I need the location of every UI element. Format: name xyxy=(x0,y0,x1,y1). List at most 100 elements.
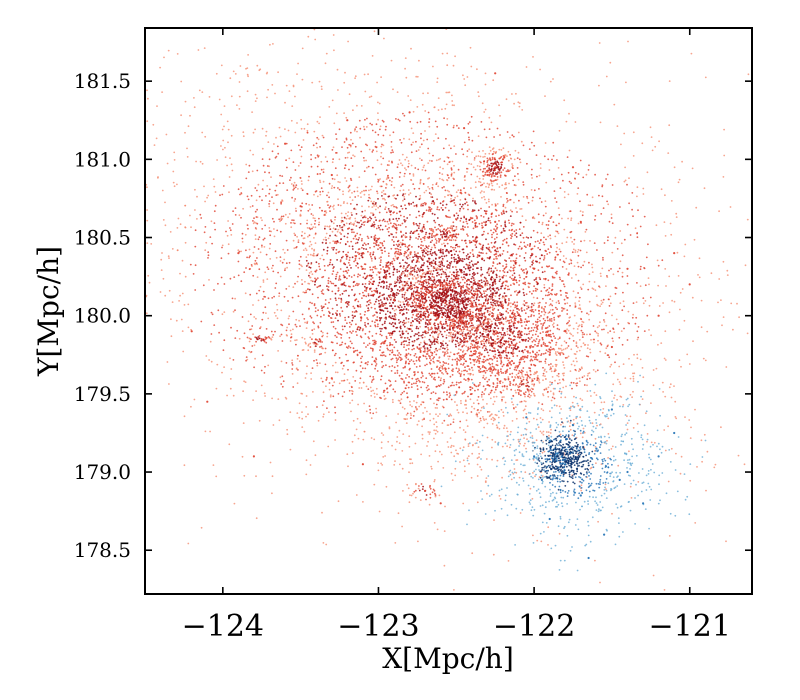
particle-red xyxy=(445,336,448,339)
particle-red xyxy=(415,271,418,274)
particle-red xyxy=(485,345,487,348)
particle-red xyxy=(396,359,398,361)
particle-red xyxy=(463,323,465,326)
particle-red xyxy=(600,299,603,302)
particle-red xyxy=(438,273,440,276)
particle-red xyxy=(281,199,283,202)
particle-red xyxy=(397,279,399,282)
particle-red xyxy=(385,266,387,268)
particle-red xyxy=(433,338,436,341)
particle-red xyxy=(479,181,482,184)
particle-red xyxy=(507,377,510,380)
particle-red xyxy=(375,227,378,230)
particle-red xyxy=(471,344,474,346)
particle-red xyxy=(363,342,365,344)
particle-red xyxy=(515,257,518,260)
particle-red xyxy=(453,145,456,148)
particle-red xyxy=(544,375,546,377)
particle-red xyxy=(662,391,664,393)
particle-red xyxy=(576,261,579,264)
particle-red xyxy=(321,289,324,291)
particle-red xyxy=(437,249,440,252)
particle-red xyxy=(452,294,455,296)
particle-red xyxy=(401,296,404,298)
particle-red xyxy=(540,311,543,313)
particle-red xyxy=(396,247,398,250)
particle-red xyxy=(510,237,512,240)
particle-red xyxy=(436,290,439,292)
particle-red xyxy=(472,277,475,279)
particle-red xyxy=(398,429,401,432)
particle-red xyxy=(327,191,330,194)
particle-red xyxy=(512,350,514,352)
particle-red xyxy=(462,299,464,302)
particle-red xyxy=(405,256,408,258)
particle-red xyxy=(593,281,596,283)
particle-red xyxy=(490,229,492,232)
particle-red xyxy=(377,284,380,287)
particle-red xyxy=(377,238,380,241)
particle-red xyxy=(502,295,504,298)
particle-red xyxy=(365,288,368,291)
particle-red xyxy=(525,293,528,296)
particle-red xyxy=(339,260,342,263)
particle-red xyxy=(232,310,235,313)
particle-red xyxy=(419,281,422,283)
particle-red xyxy=(465,297,468,300)
particle-red xyxy=(422,202,425,205)
particle-red xyxy=(447,289,450,292)
particle-red xyxy=(244,233,247,236)
particle-red xyxy=(399,463,401,466)
particle-red xyxy=(372,389,374,392)
particle-red xyxy=(384,302,387,305)
particle-red xyxy=(354,259,357,262)
particle-red xyxy=(483,163,485,165)
particle-red xyxy=(688,363,691,365)
particle-red xyxy=(641,398,644,400)
particle-red xyxy=(599,350,602,353)
particle-red xyxy=(325,232,328,235)
particle-red xyxy=(461,323,463,325)
particle-red xyxy=(380,294,383,297)
particle-red xyxy=(437,185,440,188)
particle-red xyxy=(415,407,418,410)
particle-red xyxy=(427,245,430,248)
particle-red xyxy=(408,471,410,474)
particle-red xyxy=(378,257,381,260)
particle-red xyxy=(471,275,474,278)
particle-red xyxy=(489,310,492,313)
particle-red xyxy=(544,200,547,203)
particle-red xyxy=(382,310,385,312)
particle-red xyxy=(519,161,522,164)
particle-red xyxy=(489,270,492,273)
particle-red xyxy=(403,321,405,324)
particle-red xyxy=(364,289,366,292)
particle-red xyxy=(456,272,458,275)
particle-red xyxy=(418,283,421,285)
particle-red xyxy=(371,290,373,293)
particle-red xyxy=(469,398,472,401)
particle-red xyxy=(492,347,495,349)
particle-red xyxy=(469,305,472,308)
particle-red xyxy=(332,222,335,225)
particle-red xyxy=(589,351,592,354)
particle-red xyxy=(309,253,312,256)
particle-red xyxy=(297,239,300,242)
particle-red xyxy=(360,357,362,360)
particle-red xyxy=(472,305,475,308)
particle-red xyxy=(451,381,454,384)
particle-red xyxy=(436,425,438,428)
particle-red xyxy=(476,217,478,220)
particle-red xyxy=(317,138,320,141)
particle-red xyxy=(522,269,525,271)
particle-red xyxy=(552,312,554,315)
particle-red xyxy=(543,255,546,257)
particle-red xyxy=(434,283,437,286)
particle-red xyxy=(588,318,591,321)
particle-red xyxy=(284,213,287,216)
particle-red xyxy=(385,261,388,264)
particle-red xyxy=(493,189,496,191)
particle-red xyxy=(337,500,340,503)
particle-red xyxy=(402,234,405,236)
particle-red xyxy=(467,297,470,299)
